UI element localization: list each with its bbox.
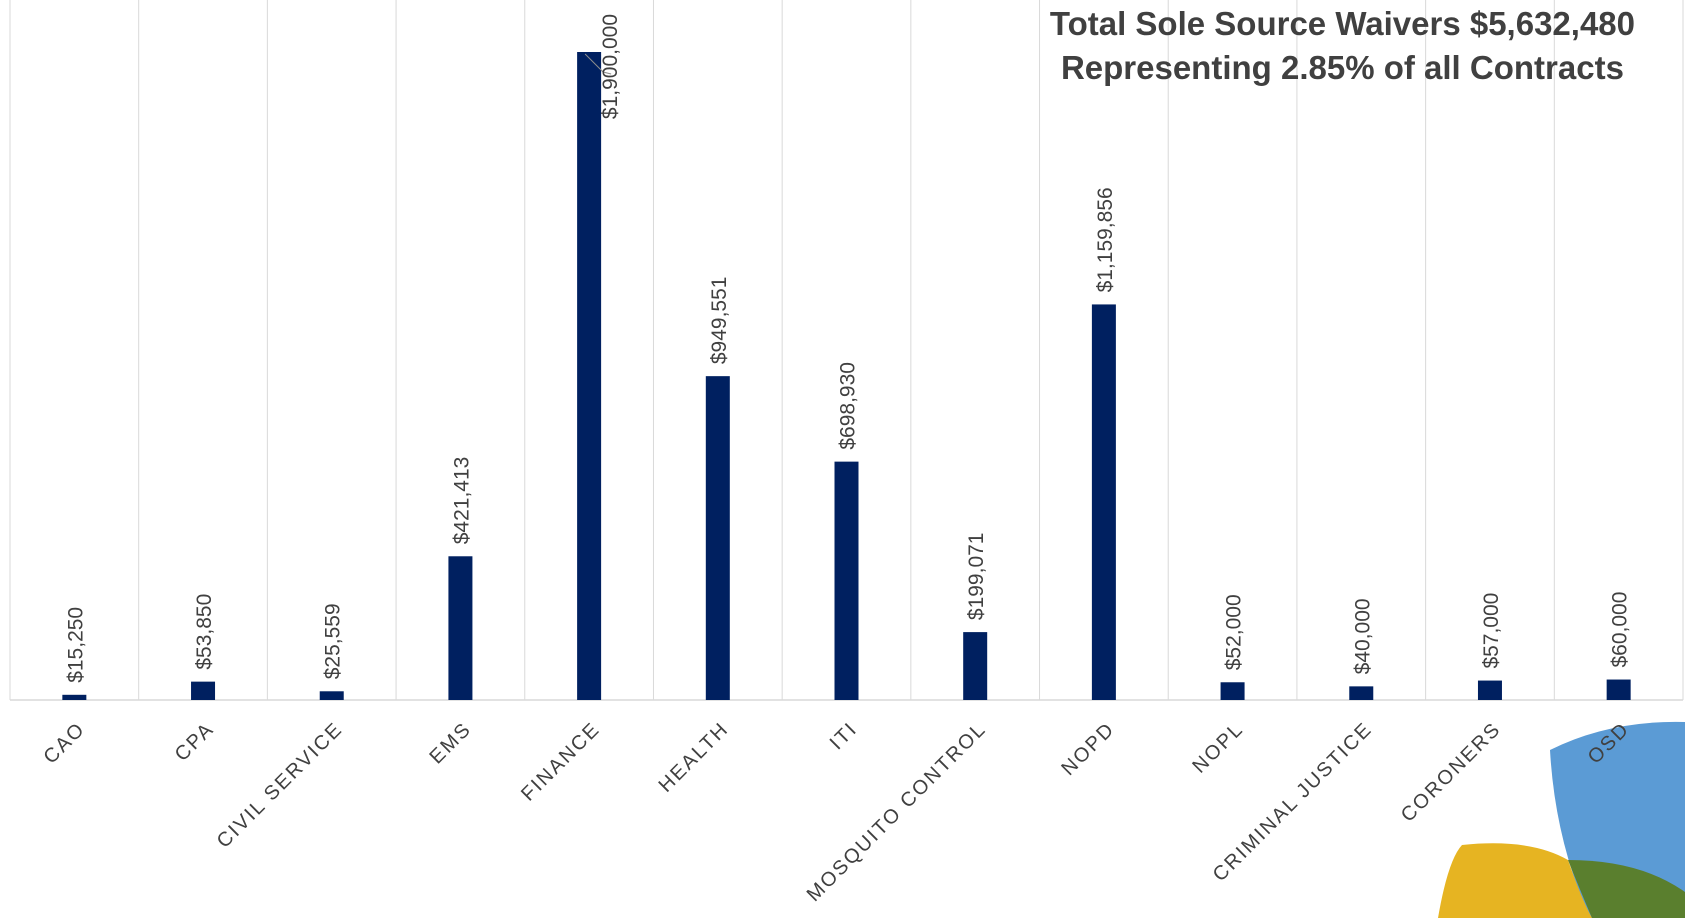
bar-civil-service: [319, 691, 344, 700]
bar-health: [705, 376, 730, 700]
x-tick-label: ITI: [826, 718, 862, 754]
decor-green-shape: [1568, 860, 1685, 918]
data-label: $1,159,856: [1094, 187, 1117, 292]
bar-nopl: [1220, 682, 1245, 700]
data-label: $52,000: [1223, 594, 1246, 670]
data-label: $57,000: [1480, 593, 1503, 669]
chart-title: Total Sole Source Waivers $5,632,480: [1049, 5, 1635, 42]
decorative-swoosh: [1438, 721, 1685, 918]
x-tick-label: FINANCE: [517, 718, 605, 806]
bar-mosquito-control: [963, 632, 988, 700]
bars: [62, 52, 1631, 700]
data-labels: $15,250 $53,850 $25,559 $421,413 $1,900,000 $…: [64, 14, 1631, 683]
data-label: $15,250: [64, 607, 87, 683]
x-tick-label: NOPD: [1057, 718, 1119, 780]
bar-cao: [62, 694, 87, 700]
bar-cpa: [191, 681, 216, 700]
bar-coroners: [1477, 680, 1502, 700]
data-label: $25,559: [322, 603, 345, 679]
bar-osd: [1606, 679, 1631, 700]
x-tick-label: CPA: [171, 718, 219, 766]
data-label: $698,930: [837, 362, 860, 450]
x-tick-label: MOSQUITO CONTROL: [803, 718, 991, 906]
gridlines: [9, 0, 1684, 700]
bar-criminal-justice: [1349, 686, 1374, 700]
data-label: $53,850: [193, 594, 216, 670]
x-tick-label: EMS: [426, 718, 476, 768]
bar-nopd: [1091, 304, 1116, 700]
data-label: $60,000: [1609, 592, 1632, 668]
x-tick-label: NOPL: [1188, 718, 1248, 778]
x-tick-label: CAO: [39, 718, 89, 768]
chart-subtitle: Representing 2.85% of all Contracts: [1060, 49, 1624, 86]
bar-iti: [834, 461, 859, 700]
data-label: $199,071: [965, 533, 988, 621]
leader-line: [584, 53, 612, 75]
chart-title-block: Total Sole Source Waivers $5,632,480 Rep…: [1050, 2, 1635, 90]
data-label: $421,413: [450, 457, 473, 545]
data-label: $40,000: [1351, 598, 1374, 674]
x-tick-label: HEALTH: [655, 718, 734, 797]
x-tick-label: CIVIL SERVICE: [213, 718, 348, 853]
data-label: $949,551: [708, 277, 731, 365]
data-label: $1,900,000: [599, 14, 622, 119]
bar-finance: [577, 52, 602, 700]
bar-ems: [448, 556, 473, 700]
x-tick-label: CORONERS: [1397, 718, 1506, 827]
decor-gold-shape: [1438, 843, 1592, 918]
